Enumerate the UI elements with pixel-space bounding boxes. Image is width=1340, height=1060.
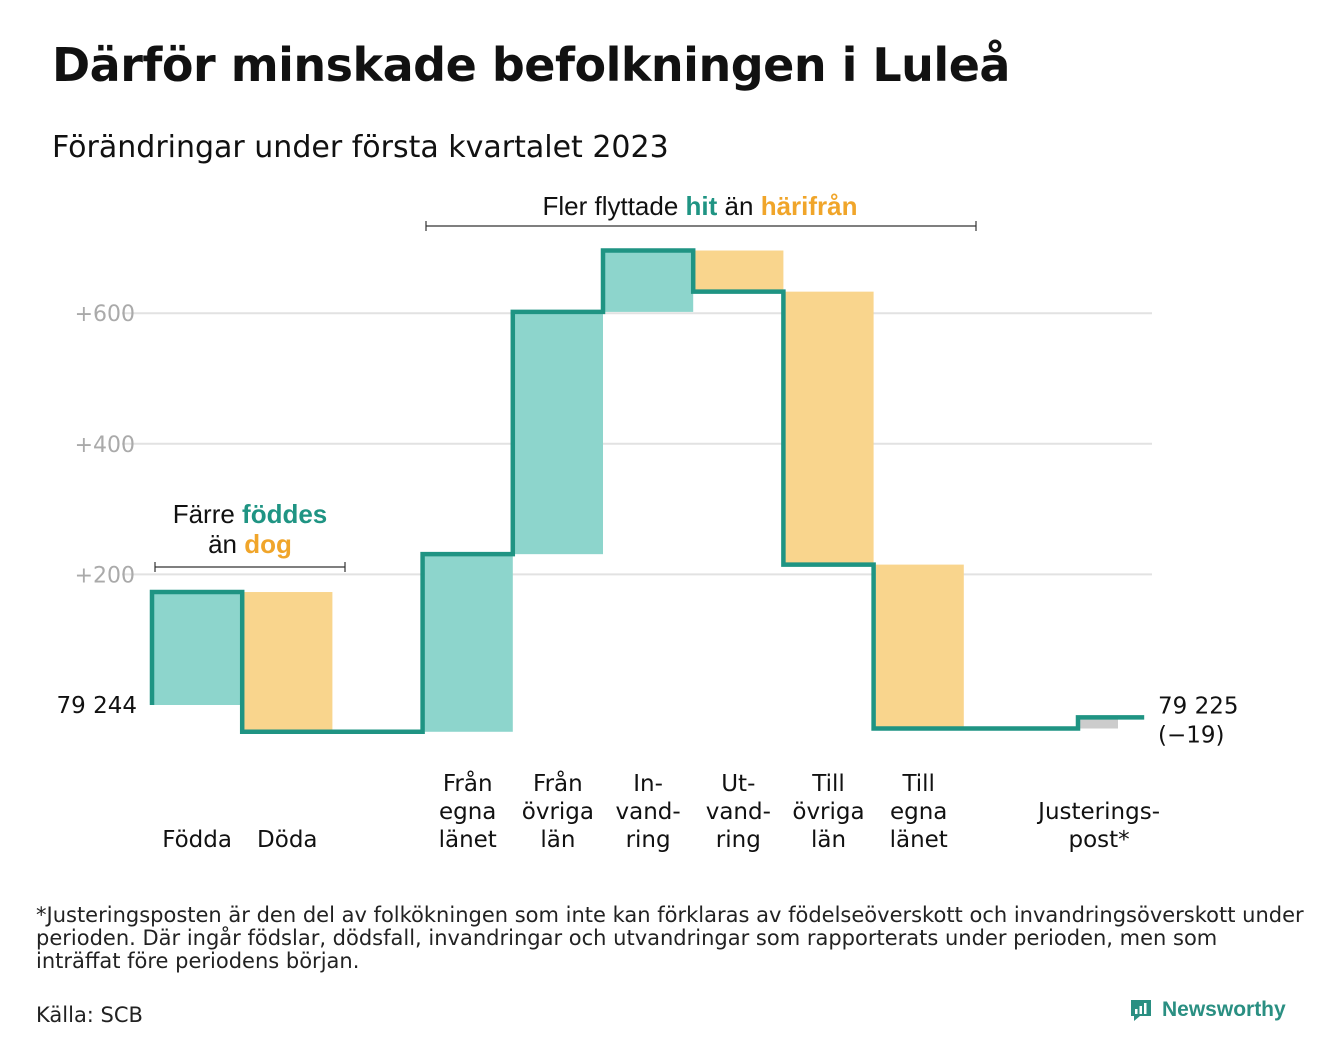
category-label-fran_egna: länet — [439, 827, 497, 853]
category-label-till_egna: Till — [901, 771, 935, 797]
category-label-fran_egna: Från — [443, 769, 493, 797]
y-tick-label: +400 — [75, 433, 135, 458]
category-label-invandring: In- — [633, 771, 663, 797]
running-total-line — [149, 248, 1145, 735]
category-label-fran_ovriga: övriga — [522, 799, 594, 825]
category-label-utvandring: vand- — [706, 799, 771, 825]
footnote: *Justeringsposten är den del av folkökni… — [36, 903, 1304, 973]
category-label-utvandring: ring — [716, 827, 761, 853]
migration-annotation: Fler flyttade hit än härifrån — [542, 191, 857, 221]
category-label-invandring: vand- — [616, 799, 681, 825]
category-label-fran_egna: egna — [439, 799, 496, 825]
bar-fran_ovriga — [514, 311, 603, 555]
chart-subtitle: Förändringar under första kvartalet 2023 — [52, 130, 669, 165]
end-value-label: 79 225 — [1158, 693, 1238, 719]
chart-title: Därför minskade befolkningen i Luleå — [52, 38, 1010, 92]
bar-utvandring — [695, 250, 784, 292]
source-note: Källa: SCB — [36, 1003, 143, 1027]
brand-logo: Newsworthy — [1128, 997, 1286, 1023]
births-annotation-line1: Färre föddes — [173, 499, 328, 529]
category-label-justering: Justerings- — [1036, 799, 1160, 825]
category-label-fran_ovriga: Från — [533, 769, 583, 797]
category-label-doda: Döda — [257, 827, 317, 853]
category-label-fran_ovriga: län — [540, 827, 575, 853]
bar-invandring — [605, 250, 694, 312]
category-label-till_ovriga: övriga — [792, 799, 864, 825]
category-label-fodda: Födda — [162, 827, 232, 853]
births-annotation-line2: än dog — [208, 529, 292, 559]
category-label-utvandring: Ut- — [721, 771, 755, 797]
bar-doda — [244, 592, 333, 732]
end-change-label: (−19) — [1158, 722, 1224, 748]
category-label-till_ovriga: Till — [811, 771, 845, 797]
category-label-till_egna: länet — [890, 827, 948, 853]
brand-name: Newsworthy — [1162, 998, 1286, 1021]
category-label-till_ovriga: län — [811, 827, 846, 853]
bar-justering — [1078, 717, 1118, 729]
bar-till_egna — [875, 564, 964, 729]
bar-fodda — [154, 592, 243, 705]
newsworthy-logo-icon — [1131, 1000, 1151, 1021]
y-tick-label: +200 — [75, 563, 135, 588]
bar-till_ovriga — [785, 291, 874, 565]
bar-fran_egna — [424, 554, 513, 732]
category-label-invandring: ring — [626, 827, 671, 853]
category-label-justering: post* — [1069, 827, 1130, 853]
category-label-till_egna: egna — [890, 799, 947, 825]
y-tick-label: +600 — [75, 302, 135, 327]
start-value-label: 79 244 — [57, 693, 137, 719]
